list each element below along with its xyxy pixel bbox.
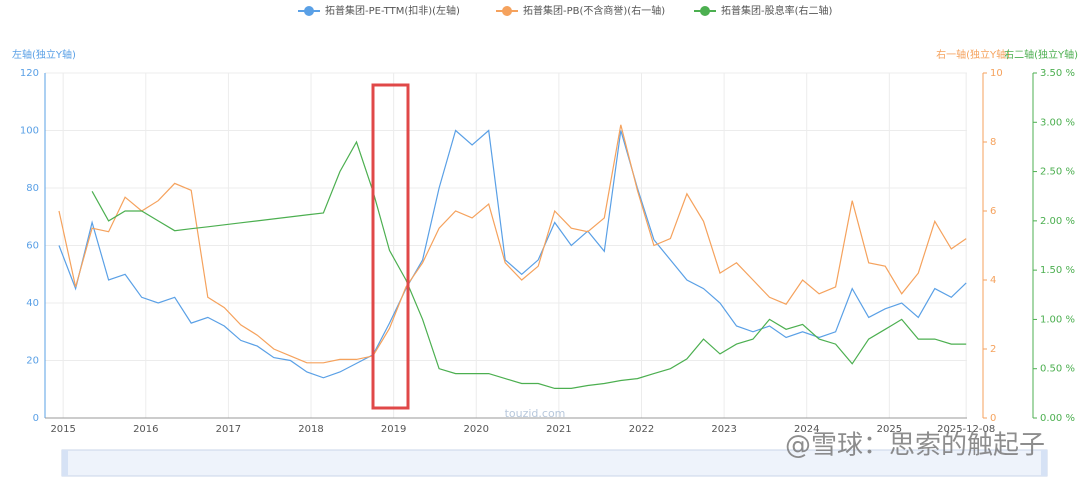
x-tick-label: 2020: [464, 424, 489, 435]
zoom-handle[interactable]: [62, 450, 68, 476]
y-tick-label: 0: [33, 413, 39, 424]
x-tick-label: 2019: [381, 424, 406, 435]
y3-tick-label: 0.00 %: [1040, 413, 1075, 424]
y2-tick-label: 4: [990, 275, 996, 286]
y-tick-label: 120: [20, 68, 39, 79]
y2-tick-label: 2: [990, 344, 996, 355]
legend-swatch: [700, 6, 710, 16]
y-tick-label: 40: [26, 298, 39, 309]
y3-tick-label: 1.00 %: [1040, 314, 1075, 325]
watermark: touzid.com: [505, 407, 566, 420]
x-tick-label: 2018: [298, 424, 323, 435]
series-line: [58, 129, 967, 379]
y2-tick-label: 0: [990, 413, 996, 424]
y3-tick-label: 1.50 %: [1040, 265, 1075, 276]
legend-swatch: [304, 6, 314, 16]
y3-tick-label: 2.50 %: [1040, 167, 1075, 178]
y2-tick-label: 6: [990, 206, 996, 217]
x-tick-label: 2024: [794, 424, 819, 435]
y2-tick-label: 10: [990, 68, 1003, 79]
y-tick-label: 60: [26, 241, 39, 252]
legend-label: 拓普集团-PE-TTM(扣非)(左轴): [325, 4, 460, 17]
y-tick-label: 20: [26, 356, 39, 367]
x-tick-label: 2022: [629, 424, 654, 435]
y2-tick-label: 8: [990, 137, 996, 148]
x-tick-label: 2021: [546, 424, 571, 435]
y-tick-label: 100: [20, 126, 39, 137]
series-line: [91, 140, 967, 389]
y3-tick-label: 3.00 %: [1040, 117, 1075, 128]
y-axis-title: 左轴(独立Y轴): [12, 48, 76, 61]
legend-label: 拓普集团-PB(不含商誉)(右一轴): [523, 4, 665, 17]
x-tick-label: 2017: [216, 424, 241, 435]
x-tick-label: 2025: [877, 424, 902, 435]
x-tick-label: 2015: [50, 424, 75, 435]
zoom-handle[interactable]: [1041, 450, 1047, 476]
series-line: [58, 124, 967, 364]
x-tick-label: 2023: [711, 424, 736, 435]
y2-axis-title: 右一轴(独立Y轴): [936, 48, 1010, 61]
x-tick-label: 2025-12-08: [937, 424, 995, 435]
y3-tick-label: 2.00 %: [1040, 216, 1075, 227]
legend-label: 拓普集团-股息率(右二轴): [721, 4, 833, 17]
y3-axis-title: 右二轴(独立Y轴): [1004, 48, 1078, 61]
zoom-slider[interactable]: [61, 449, 1048, 477]
y3-tick-label: 3.50 %: [1040, 68, 1075, 79]
highlight-box: [371, 83, 410, 410]
legend-swatch: [502, 6, 512, 16]
watermark: @雪球：思索的触起子: [785, 431, 1045, 461]
x-tick-label: 2016: [133, 424, 158, 435]
y-tick-label: 80: [26, 183, 39, 194]
y3-tick-label: 0.50 %: [1040, 364, 1075, 375]
